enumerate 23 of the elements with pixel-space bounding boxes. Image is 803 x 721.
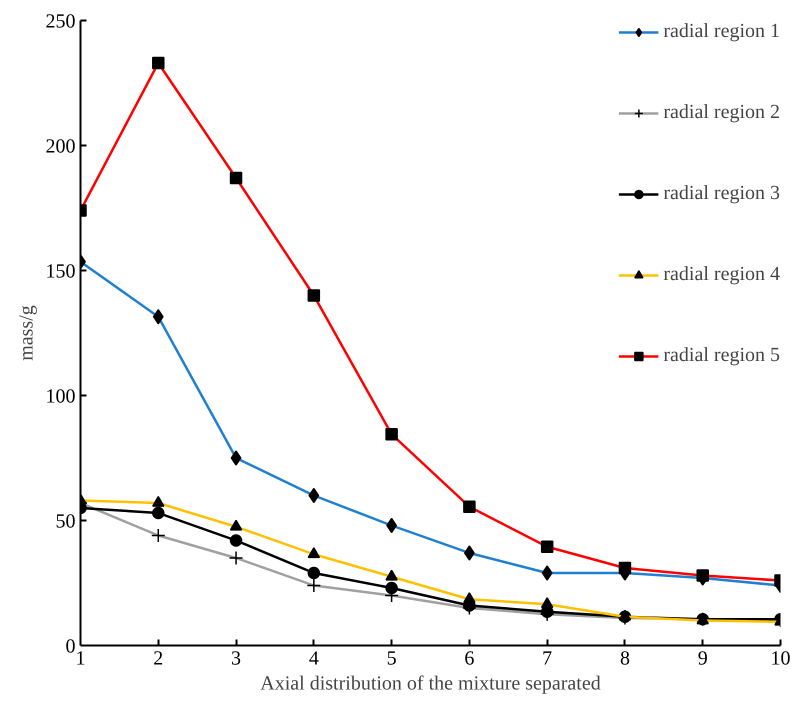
y-tick-label: 0 xyxy=(66,636,76,658)
y-tick-label: 100 xyxy=(46,386,76,408)
x-tick-label: 1 xyxy=(76,648,86,670)
x-tick-label: 9 xyxy=(698,648,708,670)
x-tick-label: 7 xyxy=(542,648,552,670)
x-tick-label: 8 xyxy=(620,648,630,670)
x-tick-label: 4 xyxy=(308,648,319,670)
x-tick-label: 5 xyxy=(386,648,397,670)
y-tick-label: 250 xyxy=(46,10,76,32)
x-tick-label: 2 xyxy=(153,648,164,670)
legend-label: radial region 5 xyxy=(663,344,780,367)
x-tick-label: 3 xyxy=(231,648,242,670)
y-tick-label: 150 xyxy=(46,260,76,282)
y-tick-label: 50 xyxy=(56,510,76,532)
x-axis-title: Axial distribution of the mixture separated xyxy=(260,672,601,694)
legend-label: radial region 2 xyxy=(663,101,780,124)
legend-label: radial region 1 xyxy=(663,20,780,43)
y-axis-title: mass/g xyxy=(16,305,38,361)
legend-label: radial region 4 xyxy=(663,263,780,286)
y-tick-label: 200 xyxy=(46,136,76,158)
x-tick-label: 10 xyxy=(770,648,790,670)
legend-label: radial region 3 xyxy=(663,182,780,205)
x-tick-label: 6 xyxy=(464,648,474,670)
